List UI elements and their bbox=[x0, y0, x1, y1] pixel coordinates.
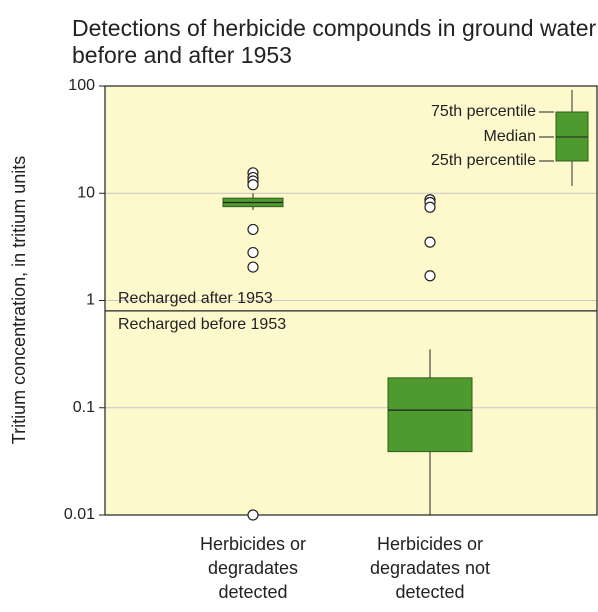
x-tick-label: Herbicides or degradates detected bbox=[199, 534, 307, 602]
y-tick-label: 0.01 bbox=[64, 506, 95, 523]
threshold-label: Recharged after 1953 bbox=[118, 290, 273, 307]
outlier bbox=[424, 270, 436, 282]
outlier bbox=[424, 236, 436, 248]
key: 75th percentile Median 25th percentile bbox=[431, 90, 589, 186]
y-tick-label: 0.1 bbox=[73, 399, 95, 416]
threshold-label: Recharged before 1953 bbox=[118, 316, 286, 333]
outlier bbox=[247, 179, 259, 191]
x-tick-label: Herbicides or degradates not detected bbox=[369, 534, 491, 602]
y-axis-label: Tritium concentration, in tritium units bbox=[9, 156, 29, 444]
outlier bbox=[247, 509, 259, 521]
y-tick-label: 100 bbox=[68, 77, 95, 94]
title-line: Detections of herbicide compounds in gro… bbox=[72, 15, 598, 41]
box bbox=[387, 377, 473, 453]
outlier bbox=[247, 246, 259, 259]
y-tick-label: 1 bbox=[86, 292, 95, 309]
outlier bbox=[247, 223, 259, 236]
plot-frame bbox=[104, 85, 598, 516]
key-label: 25th percentile bbox=[431, 152, 536, 169]
key-label: Median bbox=[484, 128, 536, 145]
outlier bbox=[424, 201, 436, 213]
outlier bbox=[247, 261, 259, 273]
title-line: before and after 1953 bbox=[72, 42, 292, 68]
key-label: 75th percentile bbox=[431, 103, 536, 120]
chart-title: Detections of herbicide compounds in gro… bbox=[72, 15, 598, 68]
y-tick-label: 10 bbox=[77, 184, 95, 201]
